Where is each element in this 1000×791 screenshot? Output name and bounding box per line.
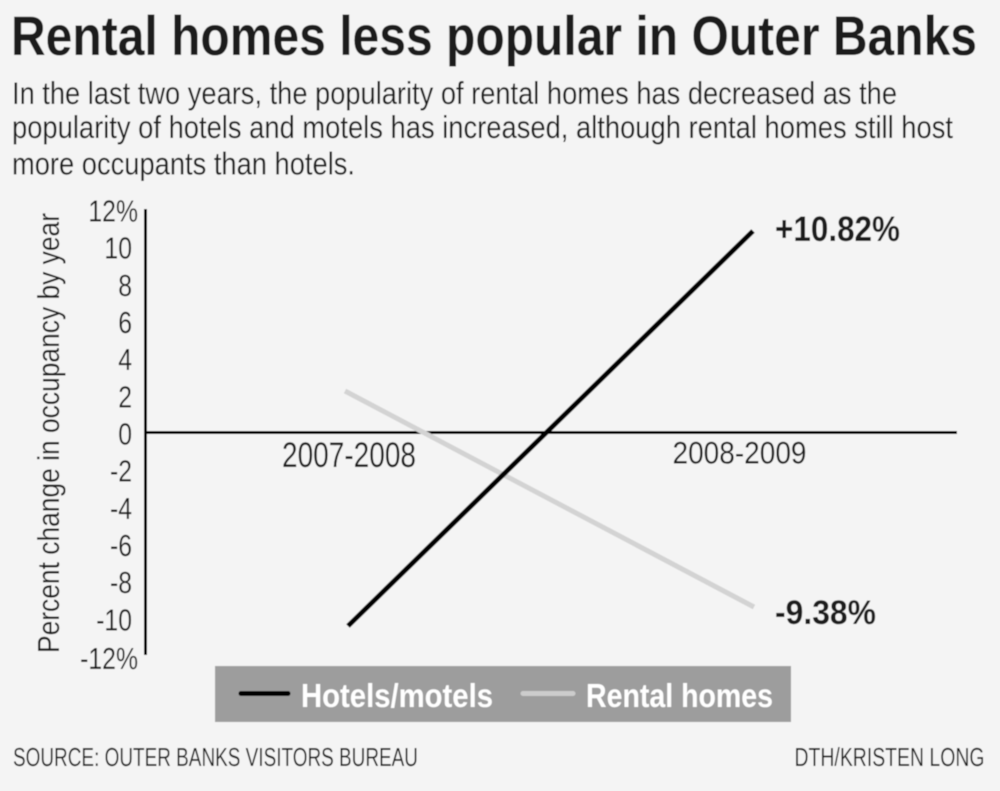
svg-text:10: 10 <box>104 231 132 266</box>
svg-text:2007-2008: 2007-2008 <box>282 435 416 475</box>
svg-text:4: 4 <box>118 342 132 377</box>
svg-text:Hotels/motels: Hotels/motels <box>301 677 493 714</box>
svg-text:Rental homes: Rental homes <box>586 677 773 714</box>
svg-text:0: 0 <box>118 417 132 452</box>
svg-text:-10: -10 <box>96 602 132 637</box>
svg-text:DTH/KRISTEN LONG: DTH/KRISTEN LONG <box>795 742 985 772</box>
svg-text:-2: -2 <box>110 454 132 489</box>
svg-text:In the last two years, the pop: In the last two years, the popularity of… <box>12 75 897 111</box>
svg-text:8: 8 <box>118 268 132 303</box>
svg-text:SOURCE: OUTER BANKS VISITORS B: SOURCE: OUTER BANKS VISITORS BUREAU <box>13 742 418 772</box>
svg-text:Percent change in occupancy by: Percent change in occupancy by year <box>31 213 66 653</box>
svg-text:-6: -6 <box>110 528 132 563</box>
svg-text:-8: -8 <box>110 565 132 600</box>
svg-text:popularity of hotels and motel: popularity of hotels and motels has incr… <box>12 109 953 145</box>
svg-text:-12%: -12% <box>80 641 138 676</box>
svg-text:-9.38%: -9.38% <box>775 594 876 632</box>
svg-text:12%: 12% <box>88 194 138 229</box>
svg-text:6: 6 <box>118 305 132 340</box>
svg-text:-4: -4 <box>110 491 132 526</box>
svg-text:+10.82%: +10.82% <box>775 210 900 249</box>
svg-text:2008-2009: 2008-2009 <box>673 435 807 471</box>
svg-text:2: 2 <box>118 379 132 414</box>
svg-text:Rental homes less popular in O: Rental homes less popular in Outer Banks <box>11 4 977 67</box>
svg-text:more occupants than hotels.: more occupants than hotels. <box>12 146 355 182</box>
